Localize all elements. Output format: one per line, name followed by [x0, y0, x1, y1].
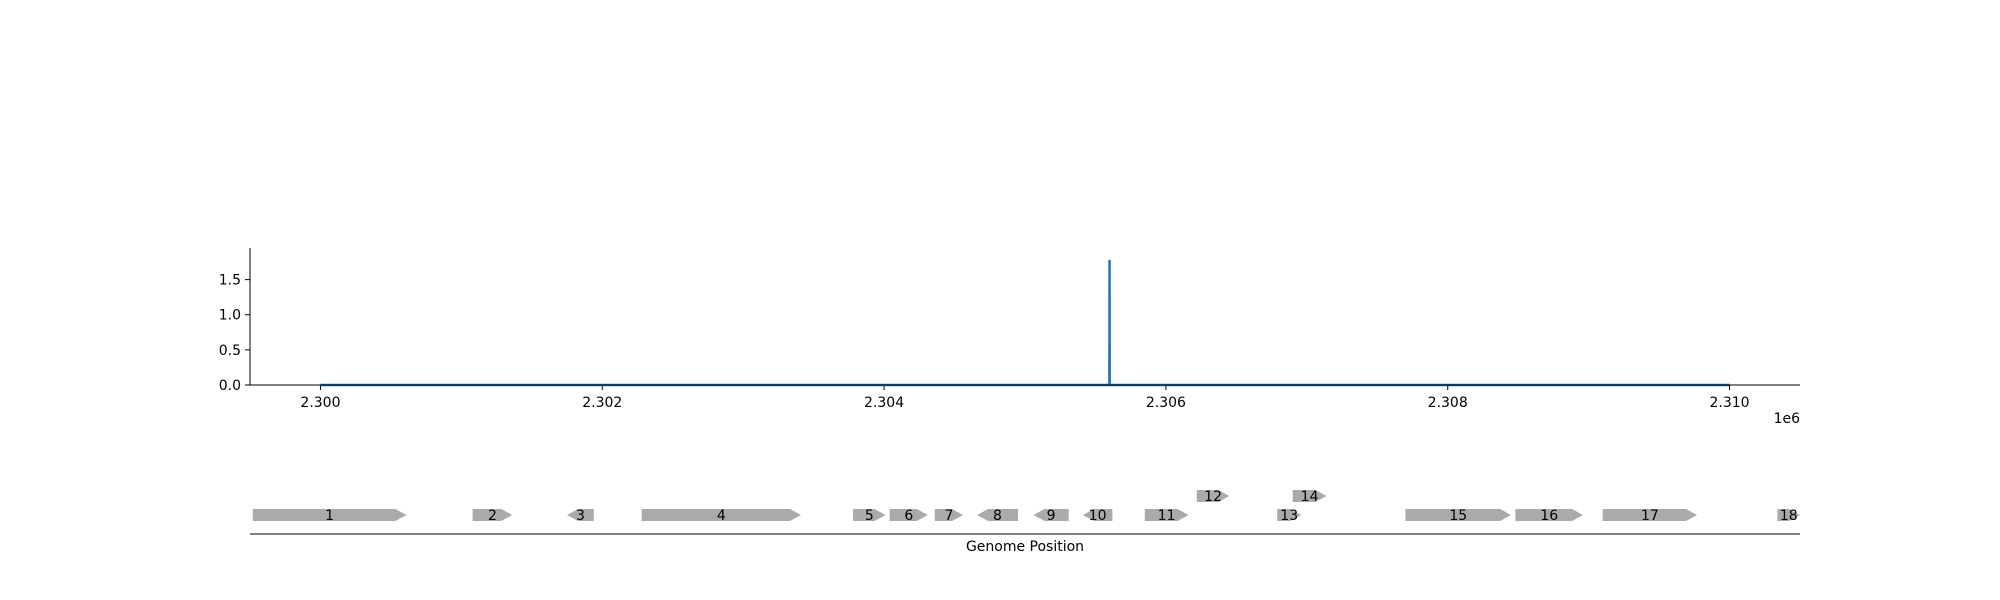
gene-feature-label: 9	[1047, 508, 1056, 524]
gene-feature	[1292, 490, 1327, 502]
x-tick-label: 2.300	[300, 395, 340, 411]
gene-feature	[567, 509, 594, 521]
gene-feature-label: 13	[1280, 508, 1298, 524]
gene-feature-label: 6	[904, 508, 913, 524]
x-axis-label: Genome Position	[966, 539, 1084, 555]
gene-feature-label: 1	[325, 508, 334, 524]
coverage-line	[320, 259, 1730, 387]
gene-feature-label: 5	[865, 508, 874, 524]
y-tick-label: 1.0	[219, 308, 241, 324]
gene-feature-label: 11	[1158, 508, 1176, 524]
gene-feature-label: 10	[1089, 508, 1107, 524]
gene-feature	[1277, 509, 1302, 521]
gene-feature	[1405, 509, 1512, 521]
gene-feature-label: 12	[1204, 489, 1222, 505]
x-tick-label: 2.306	[1146, 395, 1186, 411]
gene-feature-label: 7	[944, 508, 953, 524]
y-axis-ticks: 0.0 0.5 1.0 1.5	[219, 273, 250, 394]
y-tick-label: 0.5	[219, 343, 241, 359]
gene-feature-label: 18	[1780, 508, 1798, 524]
gene-feature	[1515, 509, 1583, 521]
gene-feature-label: 17	[1641, 508, 1659, 524]
gene-feature-label: 8	[993, 508, 1002, 524]
gene-feature-label: 2	[488, 508, 497, 524]
y-tick-label: 1.5	[219, 273, 241, 289]
gene-feature	[1196, 490, 1230, 502]
gene-feature	[1602, 509, 1698, 521]
x-axis-ticks: 2.300 2.302 2.304 2.306 2.308 2.310	[300, 385, 1750, 411]
x-tick-label: 2.308	[1428, 395, 1468, 411]
gene-feature	[1144, 509, 1189, 521]
gene-feature	[252, 509, 407, 521]
gene-feature	[1082, 509, 1113, 521]
gene-feature-label: 3	[576, 508, 585, 524]
gene-feature-label: 4	[717, 508, 726, 524]
gene-feature-label: 14	[1301, 489, 1319, 505]
gene-feature-label: 15	[1449, 508, 1467, 524]
gene-feature	[889, 509, 928, 521]
gene-feature	[853, 509, 886, 521]
gene-feature	[641, 509, 801, 521]
gene-feature	[934, 509, 963, 521]
gene-feature	[977, 509, 1018, 521]
y-tick-label: 0.0	[219, 378, 241, 394]
x-tick-label: 2.304	[864, 395, 904, 411]
x-axis-offset-label: 1e6	[1774, 411, 1801, 427]
gene-feature	[472, 509, 513, 521]
gene-feature	[1033, 509, 1069, 521]
gene-feature	[1777, 509, 1800, 521]
x-tick-label: 2.302	[582, 395, 622, 411]
coverage-plot: 0.00.51.01.5 2.300 2.302 2.304 2.306 2.308 2.…	[219, 248, 1800, 427]
x-tick-label: 2.310	[1709, 395, 1749, 411]
gene-feature-label: 16	[1540, 508, 1558, 524]
